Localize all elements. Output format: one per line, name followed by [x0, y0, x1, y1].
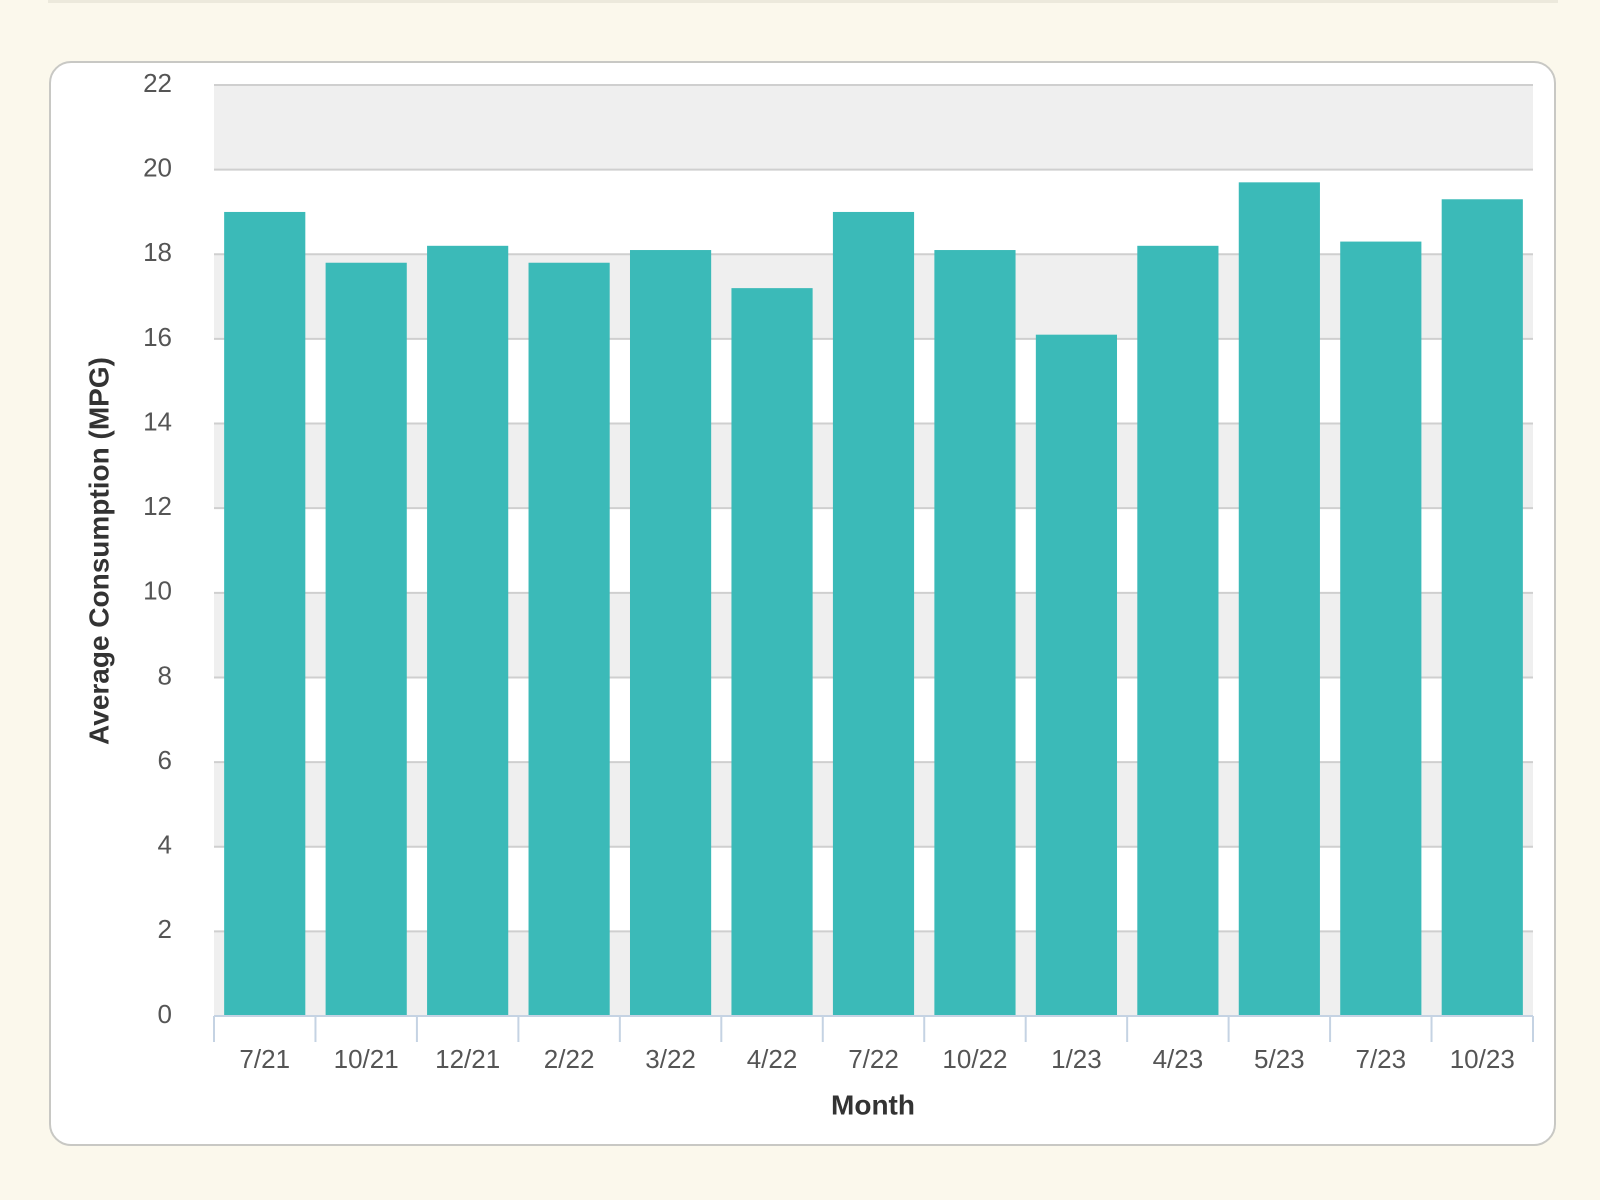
y-tick-label: 0 [158, 999, 172, 1029]
bar [1238, 182, 1320, 1017]
x-tick-label: 1/23 [1051, 1044, 1102, 1074]
bar [731, 288, 813, 1016]
x-tick-label: 5/23 [1254, 1044, 1305, 1074]
bar [629, 250, 712, 1017]
bar [1137, 245, 1219, 1017]
bar [1340, 241, 1422, 1016]
bar [224, 211, 306, 1017]
top-strip [48, 0, 1558, 3]
bar [934, 250, 1016, 1017]
x-tick-label: 2/22 [544, 1044, 595, 1074]
x-tick-label: 7/21 [239, 1044, 290, 1074]
x-tick-label: 12/21 [435, 1044, 500, 1074]
x-tick-label: 10/23 [1450, 1044, 1515, 1074]
y-tick-label: 2 [158, 914, 172, 944]
y-tick-label: 12 [143, 491, 172, 521]
y-tick-label: 14 [143, 406, 172, 436]
bar [427, 245, 509, 1017]
y-tick-label: 10 [143, 576, 172, 606]
y-tick-label: 22 [143, 68, 172, 98]
bar [528, 262, 610, 1017]
x-tick-label: 7/22 [848, 1044, 899, 1074]
y-tick-label: 20 [143, 153, 172, 183]
x-tick-label: 3/22 [645, 1044, 696, 1074]
plot-band [214, 85, 1533, 170]
y-tick-label: 6 [158, 745, 172, 775]
bar [832, 211, 915, 1017]
x-tick-label: 10/22 [942, 1044, 1007, 1074]
y-tick-label: 8 [158, 660, 172, 690]
x-tick-label: 7/23 [1356, 1044, 1407, 1074]
y-axis-title: Average Consumption (MPG) [83, 357, 114, 745]
y-tick-label: 16 [143, 322, 172, 352]
x-tick-label: 4/23 [1153, 1044, 1204, 1074]
bar [1441, 199, 1523, 1016]
x-tick-label: 10/21 [334, 1044, 399, 1074]
x-axis-title: Month [831, 1089, 915, 1120]
y-tick-label: 4 [158, 830, 172, 860]
y-tick-label: 18 [143, 237, 172, 267]
bar [1035, 334, 1118, 1017]
bar [325, 262, 407, 1017]
x-tick-label: 4/22 [747, 1044, 798, 1074]
